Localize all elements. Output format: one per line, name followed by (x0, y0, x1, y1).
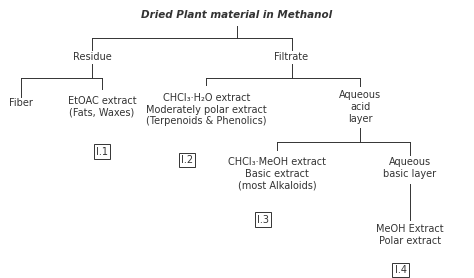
Text: Fiber: Fiber (9, 98, 33, 108)
Text: Residue: Residue (73, 52, 112, 62)
Text: I.1: I.1 (96, 147, 108, 157)
Text: I.4: I.4 (394, 265, 407, 275)
Text: I.2: I.2 (181, 155, 193, 165)
Text: EtOAC extract
(Fats, Waxes): EtOAC extract (Fats, Waxes) (68, 96, 136, 118)
Text: Aqueous
basic layer: Aqueous basic layer (383, 157, 437, 179)
Text: I.3: I.3 (257, 215, 269, 225)
Text: CHCl₃·MeOH extract
Basic extract
(most Alkaloids): CHCl₃·MeOH extract Basic extract (most A… (228, 157, 326, 190)
Text: CHCl₃·H₂O extract
Moderately polar extract
(Terpenoids & Phenolics): CHCl₃·H₂O extract Moderately polar extra… (146, 93, 266, 126)
Text: Aqueous
acid
layer: Aqueous acid layer (339, 90, 381, 124)
Text: MeOH Extract
Polar extract: MeOH Extract Polar extract (376, 224, 444, 246)
Text: Filtrate: Filtrate (274, 52, 309, 62)
Text: Dried Plant material in Methanol: Dried Plant material in Methanol (141, 10, 333, 20)
